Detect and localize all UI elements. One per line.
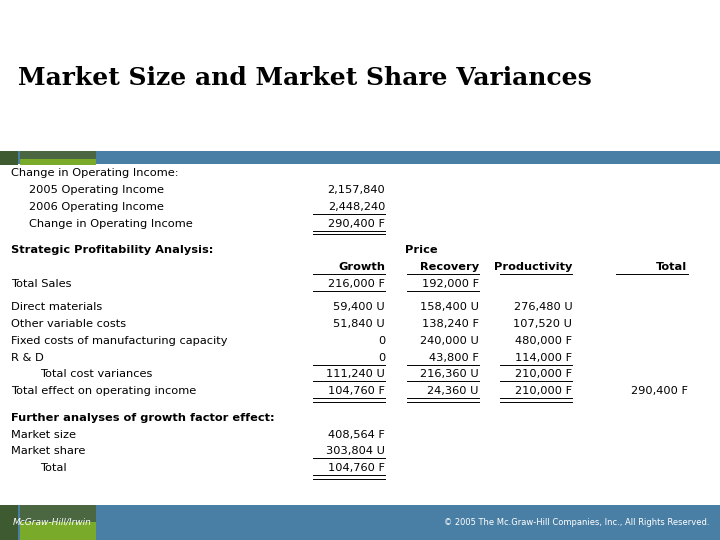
Text: Change in Operating Income:: Change in Operating Income: [11, 168, 179, 179]
Bar [20, 0, 96, 35]
Text: 59,400 U: 59,400 U [333, 302, 385, 313]
Text: Market share: Market share [11, 447, 85, 456]
Text: 107,520 U: 107,520 U [513, 319, 572, 329]
Text: Market size: Market size [11, 430, 76, 440]
Text: 210,000 F: 210,000 F [516, 386, 572, 396]
Text: © 2005 The Mc.Graw-Hill Companies, Inc., All Rights Reserved.: © 2005 The Mc.Graw-Hill Companies, Inc.,… [444, 518, 709, 526]
Text: 2,157,840: 2,157,840 [328, 185, 385, 195]
Text: 24,360 U: 24,360 U [427, 386, 479, 396]
Text: 2006 Operating Income: 2006 Operating Income [29, 202, 163, 212]
Text: Productivity: Productivity [494, 262, 572, 272]
Text: Other variable costs: Other variable costs [11, 319, 126, 329]
Text: 240,000 U: 240,000 U [420, 336, 479, 346]
Bar [0, 505, 18, 540]
Bar [0, 0, 18, 65]
Text: 408,564 F: 408,564 F [328, 430, 385, 440]
Bar [20, 35, 96, 65]
Text: 192,000 F: 192,000 F [422, 279, 479, 289]
Text: Total effect on operating income: Total effect on operating income [11, 386, 196, 396]
Text: 216,000 F: 216,000 F [328, 279, 385, 289]
Text: 43,800 F: 43,800 F [429, 353, 479, 363]
Text: 104,760 F: 104,760 F [328, 463, 385, 473]
Bar [20, 522, 96, 540]
Bar [20, 159, 96, 165]
Text: Growth: Growth [338, 262, 385, 272]
Text: Market Size and Market Share Variances: Market Size and Market Share Variances [18, 66, 592, 90]
Text: 303,804 U: 303,804 U [326, 447, 385, 456]
Text: 210,000 F: 210,000 F [516, 369, 572, 380]
Text: Recovery: Recovery [420, 262, 479, 272]
Text: Total: Total [40, 463, 66, 473]
Text: 480,000 F: 480,000 F [516, 336, 572, 346]
Text: Further analyses of growth factor effect:: Further analyses of growth factor effect… [11, 413, 274, 423]
Text: Total Sales: Total Sales [11, 279, 71, 289]
Text: Total: Total [657, 262, 688, 272]
Text: 216,360 U: 216,360 U [420, 369, 479, 380]
Bar [0, 0, 720, 76]
Text: R & D: R & D [11, 353, 43, 363]
Text: 114,000 F: 114,000 F [516, 353, 572, 363]
Text: 276,480 U: 276,480 U [513, 302, 572, 313]
Bar [20, 151, 96, 159]
Text: 64: 64 [699, 10, 711, 20]
Text: McGraw-Hill/Irwin: McGraw-Hill/Irwin [13, 518, 92, 526]
Text: 104,760 F: 104,760 F [328, 386, 385, 396]
Text: 290,400 F: 290,400 F [631, 386, 688, 396]
Bar [0, 164, 720, 505]
Bar [0, 0, 720, 151]
Text: Strategic Profitability Analysis:: Strategic Profitability Analysis: [11, 246, 213, 255]
Bar [20, 505, 96, 522]
Text: 290,400 F: 290,400 F [328, 219, 385, 229]
Text: 158,400 U: 158,400 U [420, 302, 479, 313]
Text: 138,240 F: 138,240 F [422, 319, 479, 329]
Text: Total cost variances: Total cost variances [40, 369, 152, 380]
Bar [0, 505, 720, 540]
Bar [0, 151, 720, 165]
Text: 2,448,240: 2,448,240 [328, 202, 385, 212]
Bar [0, 151, 18, 165]
Text: 0: 0 [378, 336, 385, 346]
Text: Direct materials: Direct materials [11, 302, 102, 313]
Text: Fixed costs of manufacturing capacity: Fixed costs of manufacturing capacity [11, 336, 228, 346]
Text: 2005 Operating Income: 2005 Operating Income [29, 185, 164, 195]
Text: 51,840 U: 51,840 U [333, 319, 385, 329]
Text: 0: 0 [378, 353, 385, 363]
Text: Price: Price [405, 246, 438, 255]
Text: 111,240 U: 111,240 U [326, 369, 385, 380]
Text: Change in Operating Income: Change in Operating Income [29, 219, 192, 229]
